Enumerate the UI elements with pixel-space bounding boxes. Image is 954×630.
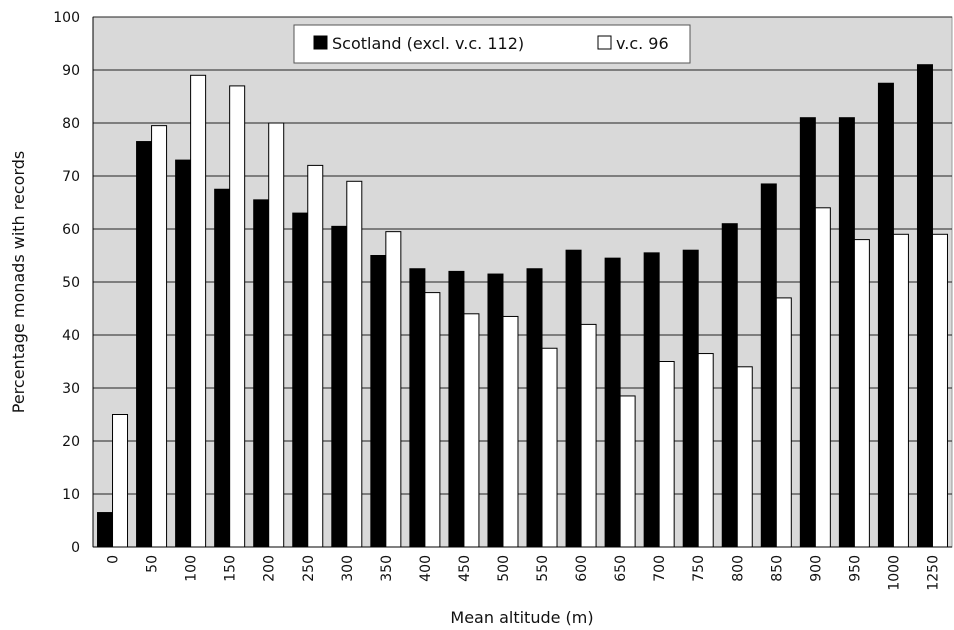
- bar-vc96: [931, 233, 948, 548]
- x-tick-label: 1250: [925, 555, 941, 591]
- x-tick-label: 250: [301, 555, 317, 582]
- x-tick-label: 150: [223, 555, 239, 582]
- y-tick-label: 80: [62, 116, 80, 132]
- legend-label-scotland: Scotland (excl. v.c. 112): [332, 34, 524, 53]
- x-tick-label: 100: [184, 555, 200, 582]
- y-tick-label: 30: [62, 381, 80, 397]
- bar-vc96: [814, 207, 831, 548]
- bar-scotland: [721, 223, 738, 548]
- bar-vc96: [502, 315, 519, 548]
- y-tick-label: 40: [62, 328, 80, 344]
- bar-scotland: [838, 117, 855, 548]
- bar-vc96: [229, 85, 246, 548]
- bar-scotland: [526, 268, 543, 548]
- bar-scotland: [643, 252, 660, 548]
- x-tick-label: 300: [340, 555, 356, 582]
- bar-scotland: [175, 159, 192, 548]
- y-tick-label: 100: [53, 10, 80, 26]
- bar-vc96: [580, 323, 597, 548]
- legend-label-vc96: v.c. 96: [616, 34, 669, 53]
- x-tick-label: 200: [262, 555, 278, 582]
- x-tick-label: 750: [691, 555, 707, 582]
- bar-scotland: [448, 270, 465, 548]
- bar-scotland: [409, 268, 426, 548]
- bar-scotland: [877, 82, 894, 548]
- bar-vc96: [268, 122, 285, 548]
- bar-scotland: [799, 117, 816, 548]
- y-tick-label: 20: [62, 434, 80, 450]
- bar-vc96: [346, 180, 363, 548]
- x-tick-label: 900: [808, 555, 824, 582]
- x-tick-labels: 0 50 100 150 200 250 300 350 400 450 500 550 600 650 7…: [106, 555, 942, 591]
- bar-vc96: [151, 125, 168, 548]
- bar-scotland: [916, 64, 933, 548]
- x-tick-label: 50: [145, 555, 161, 573]
- y-tick-label: 50: [62, 275, 80, 291]
- legend-swatch-scotland: [313, 35, 328, 50]
- bars: [97, 64, 948, 548]
- y-tick-label: 90: [62, 63, 80, 79]
- x-tick-label: 650: [613, 555, 629, 582]
- bar-scotland: [487, 273, 504, 548]
- bar-vc96: [619, 395, 636, 548]
- bar-vc96: [736, 366, 753, 548]
- bar-scotland: [331, 225, 348, 548]
- bar-vc96: [307, 164, 324, 548]
- x-tick-label: 400: [418, 555, 434, 582]
- bar-vc96: [385, 231, 402, 548]
- x-tick-label: 700: [652, 555, 668, 582]
- bar-vc96: [424, 292, 441, 548]
- y-tick-label: 0: [71, 540, 80, 556]
- bar-vc96: [112, 414, 129, 548]
- x-tick-label: 0: [106, 555, 122, 564]
- y-tick-label: 70: [62, 169, 80, 185]
- bar-vc96: [697, 353, 714, 548]
- bar-vc96: [892, 233, 909, 548]
- bar-scotland: [760, 183, 777, 548]
- bar-scotland: [214, 188, 231, 548]
- bar-vc96: [775, 297, 792, 548]
- y-tick-label: 10: [62, 487, 80, 503]
- x-tick-label: 350: [379, 555, 395, 582]
- y-axis-title: Percentage monads with records: [9, 151, 28, 413]
- bar-scotland: [682, 249, 699, 548]
- bar-vc96: [853, 239, 870, 548]
- x-tick-label: 550: [535, 555, 551, 582]
- legend: Scotland (excl. v.c. 112) v.c. 96: [293, 24, 691, 64]
- bar-scotland: [292, 212, 309, 548]
- x-tick-label: 450: [457, 555, 473, 582]
- bar-scotland: [97, 512, 114, 548]
- bar-vc96: [463, 313, 480, 548]
- x-tick-label: 850: [769, 555, 785, 582]
- x-tick-label: 1000: [886, 555, 902, 591]
- y-tick-label: 60: [62, 222, 80, 238]
- x-axis-title: Mean altitude (m): [450, 608, 593, 627]
- bar-scotland: [253, 199, 270, 548]
- legend-box: [293, 24, 691, 64]
- bar-scotland: [604, 257, 621, 548]
- bar-vc96: [541, 347, 558, 548]
- y-tick-labels: 0 10 20 30 40 50 60 70 80 90 100: [53, 10, 80, 556]
- x-tick-label: 800: [730, 555, 746, 582]
- x-tick-label: 500: [496, 555, 512, 582]
- x-tick-label: 600: [574, 555, 590, 582]
- bar-scotland: [370, 255, 387, 548]
- bar-scotland: [565, 249, 582, 548]
- bar-vc96: [190, 74, 207, 548]
- x-tick-label: 950: [847, 555, 863, 582]
- bar-vc96: [658, 361, 675, 548]
- legend-swatch-vc96: [597, 35, 612, 50]
- bar-scotland: [136, 141, 153, 548]
